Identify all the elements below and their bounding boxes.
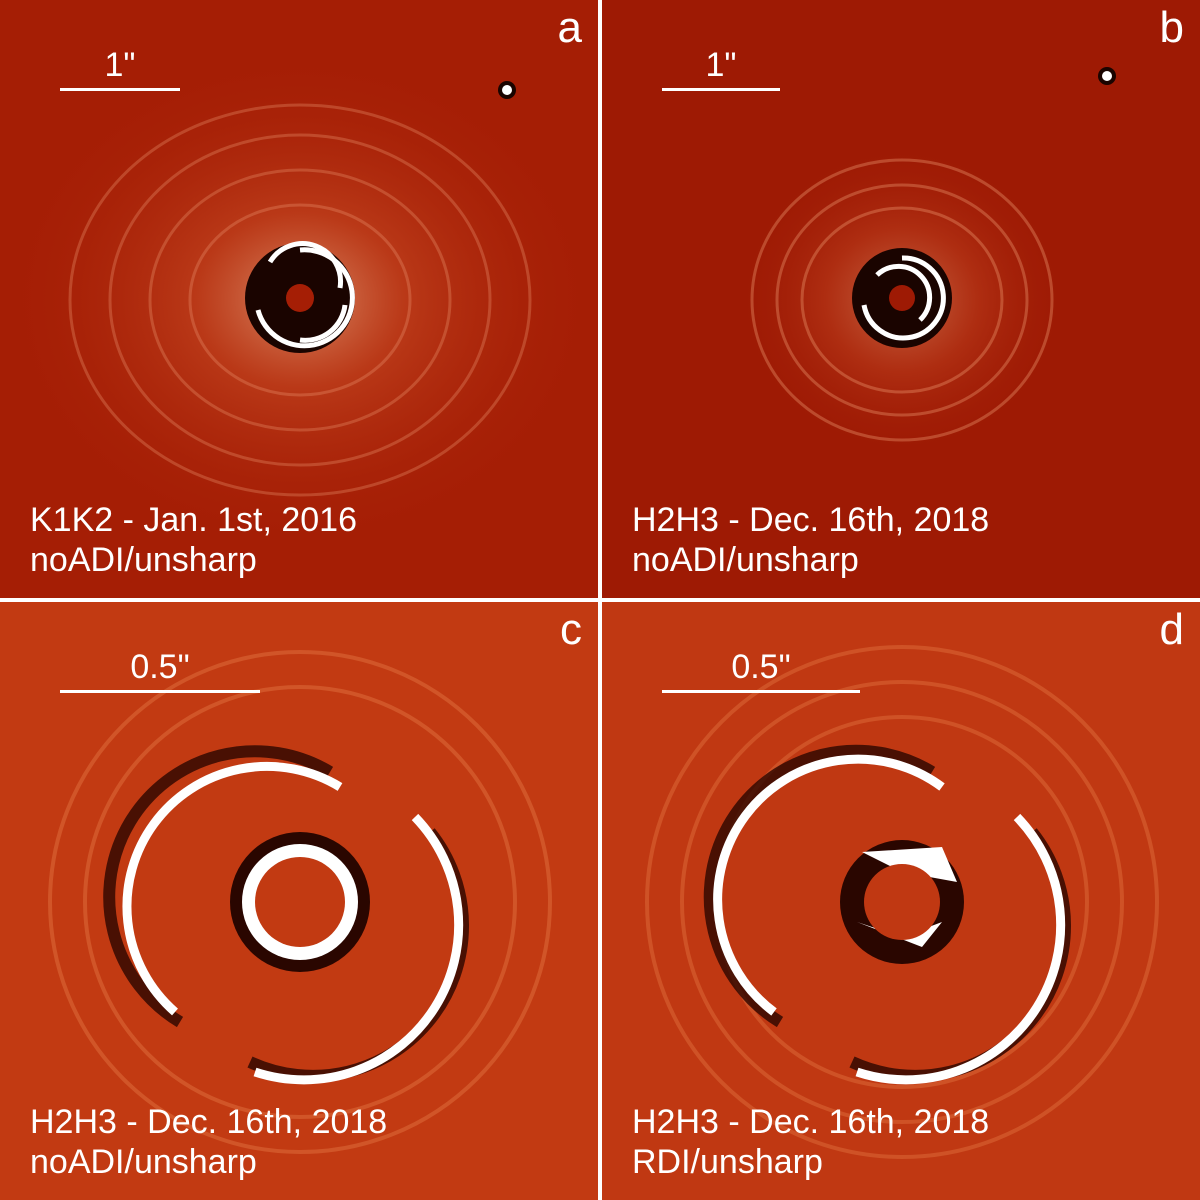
scale-label: 0.5" (130, 648, 190, 686)
caption-line-2: RDI/unsharp (632, 1143, 823, 1181)
panel-b-image (602, 0, 1200, 598)
panel-caption: H2H3 - Dec. 16th, 2018 RDI/unsharp (632, 1102, 989, 1182)
caption-line-1: H2H3 - Dec. 16th, 2018 (632, 1103, 990, 1141)
panel-c: c 0.5" H2H3 - Dec. 16th, 2018 noADI/unsh… (0, 602, 598, 1200)
panel-letter: a (557, 3, 582, 52)
caption-line-1: H2H3 - Dec. 16th, 2018 (30, 1103, 388, 1141)
caption-line-2: noADI/unsharp (30, 1143, 257, 1181)
panel-d-image (602, 602, 1200, 1200)
panel-c-image (0, 602, 598, 1200)
panel-letter: c (560, 605, 582, 654)
scale-label: 1" (705, 46, 737, 84)
caption-line-1: K1K2 - Jan. 1st, 2016 (30, 501, 357, 539)
scale-bar (60, 88, 180, 91)
panel-letter: d (1159, 605, 1184, 654)
scale-label: 1" (104, 46, 136, 84)
scale-bar (662, 690, 860, 693)
caption-line-2: noADI/unsharp (30, 541, 257, 579)
caption-line-1: H2H3 - Dec. 16th, 2018 (632, 501, 990, 539)
panel-caption: H2H3 - Dec. 16th, 2018 noADI/unsharp (632, 500, 989, 580)
scale-bar (60, 690, 260, 693)
panel-caption: K1K2 - Jan. 1st, 2016 noADI/unsharp (30, 500, 357, 580)
panel-b: b 1" H2H3 - Dec. 16th, 2018 noADI/unshar… (602, 0, 1200, 598)
panel-caption: H2H3 - Dec. 16th, 2018 noADI/unsharp (30, 1102, 387, 1182)
scale-bar (662, 88, 780, 91)
panel-letter: b (1159, 3, 1184, 52)
caption-line-2: noADI/unsharp (632, 541, 859, 579)
panel-d: d 0.5" H2H3 - Dec. 16th, 2018 RDI/unshar… (602, 602, 1200, 1200)
scale-label: 0.5" (731, 648, 791, 686)
panel-a-image (0, 0, 598, 598)
panel-a: a 1" K1K2 - Jan. 1st, 2016 noADI/unsharp (0, 0, 598, 598)
